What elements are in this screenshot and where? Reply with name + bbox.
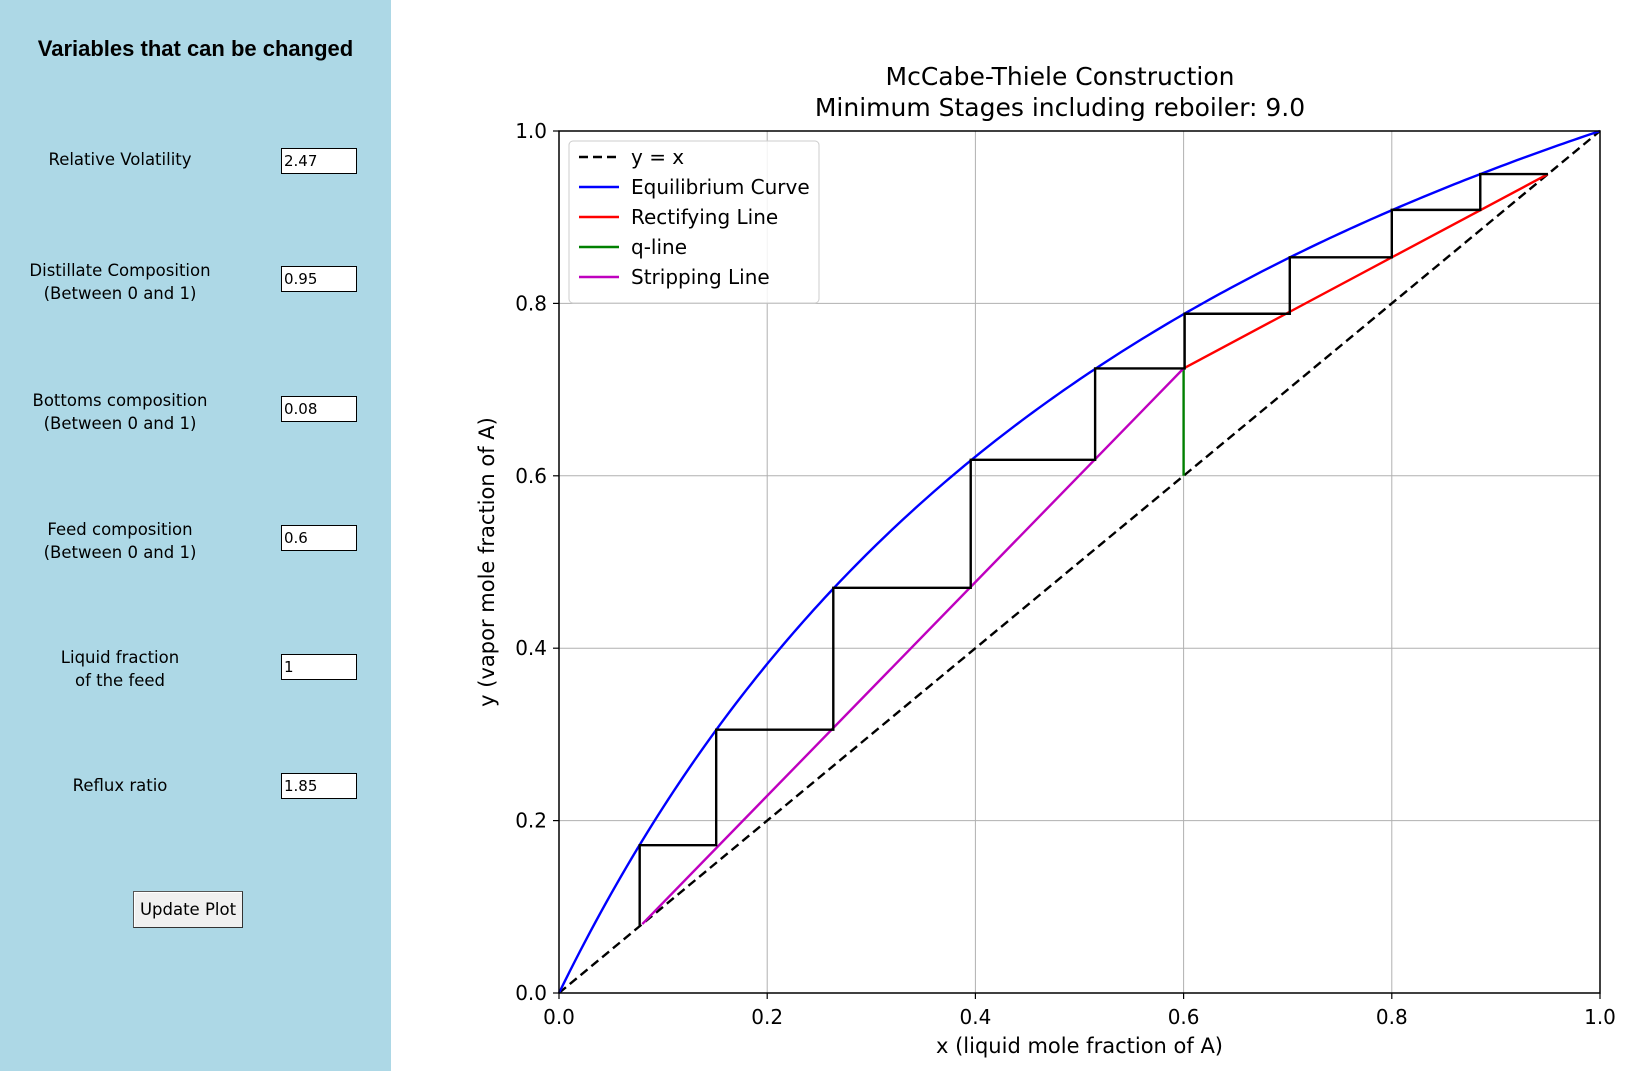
y-tick-label: 1.0 (515, 119, 547, 143)
feed-composition-label: Feed composition (Between 0 and 1) (6, 518, 234, 564)
legend: y = x Equilibrium Curve Rectifying Line q-l… (568, 140, 820, 304)
y-tick-label: 0.0 (515, 981, 547, 1005)
axis-ticks: 0.0 0.2 0.4 0.6 0.8 1.0 0.0 0.2 0.4 0.6 0.8 1.0 (515, 119, 1616, 1029)
relative-volatility-label-line1: Relative Volatility (48, 150, 192, 169)
feed-composition-label-line2: (Between 0 and 1) (43, 543, 197, 562)
distillate-composition-label-line2: (Between 0 and 1) (43, 284, 197, 303)
series-equilibrium-curve (557, 129, 1601, 994)
legend-label-y-x: y = x (631, 145, 684, 169)
relative-volatility-label: Relative Volatility (6, 148, 234, 171)
series-y-x (558, 130, 1601, 994)
stage-staircase (638, 172, 1548, 927)
panel-title: Variables that can be changed (37, 36, 354, 61)
bottoms-composition-label-line2: (Between 0 and 1) (43, 414, 197, 433)
liquid-fraction-label: Liquid fraction of the feed (6, 646, 234, 692)
x-tick-label: 0.4 (959, 1005, 991, 1029)
reflux-ratio-input[interactable] (281, 773, 357, 799)
reflux-ratio-label: Reflux ratio (6, 774, 234, 797)
x-axis-label: x (liquid mole fraction of A) (936, 1034, 1223, 1058)
relative-volatility-input[interactable] (281, 148, 357, 174)
liquid-fraction-input[interactable] (281, 654, 357, 680)
legend-label-equilibrium-curve: Equilibrium Curve (631, 175, 810, 199)
reflux-ratio-label-line1: Reflux ratio (72, 776, 168, 795)
mccabe-thiele-chart: McCabe-Thiele Construction Minimum Stage… (475, 62, 1616, 1058)
x-tick-label: 0.0 (543, 1005, 575, 1029)
chart-subtitle: Minimum Stages including reboiler: 9.0 (815, 93, 1305, 122)
liquid-fraction-label-line1: Liquid fraction (60, 648, 180, 667)
y-tick-label: 0.6 (515, 464, 547, 488)
y-tick-label: 0.2 (515, 809, 547, 833)
distillate-composition-label: Distillate Composition (Between 0 and 1) (6, 259, 234, 305)
bottoms-composition-label: Bottoms composition (Between 0 and 1) (6, 389, 234, 435)
chart-title: McCabe-Thiele Construction (886, 62, 1235, 91)
x-tick-label: 0.8 (1376, 1005, 1408, 1029)
distillate-composition-input[interactable] (281, 266, 357, 292)
feed-composition-label-line1: Feed composition (47, 520, 193, 539)
distillate-composition-label-line1: Distillate Composition (29, 261, 211, 280)
update-plot-button[interactable]: Update Plot (133, 891, 243, 928)
series-rectifying-line (1183, 173, 1549, 370)
bottoms-composition-label-line1: Bottoms composition (32, 391, 208, 410)
x-tick-label: 1.0 (1584, 1005, 1616, 1029)
bottoms-composition-input[interactable] (281, 396, 357, 422)
y-tick-label: 0.8 (515, 291, 547, 315)
stage-steps (638, 172, 1548, 927)
plot-series (557, 129, 1601, 994)
x-tick-label: 0.6 (1168, 1005, 1200, 1029)
y-axis-label: y (vapor mole fraction of A) (475, 417, 499, 707)
liquid-fraction-label-line2: of the feed (74, 671, 166, 690)
series-stripping-line (641, 367, 1185, 925)
legend-label-stripping-line: Stripping Line (631, 265, 770, 289)
legend-label-rectifying-line: Rectifying Line (631, 205, 778, 229)
x-tick-label: 0.2 (751, 1005, 783, 1029)
legend-label-q-line: q-line (631, 235, 687, 259)
plot-frame (558, 130, 1601, 994)
y-tick-label: 0.4 (515, 636, 547, 660)
feed-composition-input[interactable] (281, 525, 357, 551)
variables-panel: Variables that can be changed Relative V… (0, 0, 391, 1071)
legend-box (568, 140, 820, 304)
